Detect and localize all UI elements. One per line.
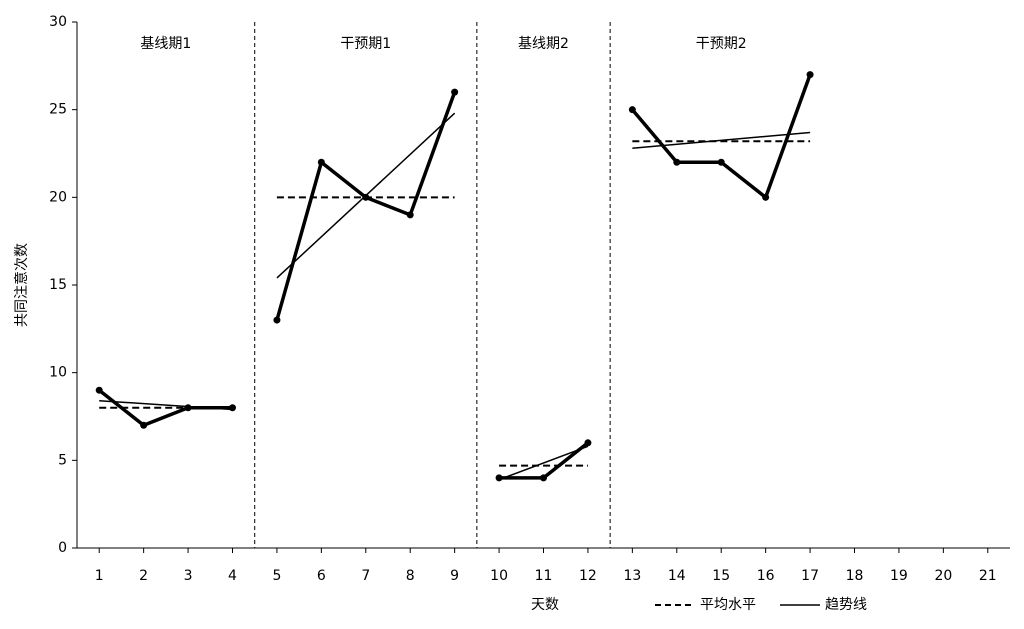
y-axis-label: 共同注意次数 bbox=[13, 243, 30, 327]
phase-label: 基线期1 bbox=[140, 35, 191, 52]
x-tick-label: 13 bbox=[623, 568, 641, 584]
data-point bbox=[140, 421, 148, 429]
data-line bbox=[98, 388, 233, 428]
data-point bbox=[362, 193, 370, 201]
x-axis-label: 天数 bbox=[531, 597, 559, 613]
data-point bbox=[406, 211, 414, 219]
x-tick-label: 12 bbox=[579, 568, 597, 584]
y-tick-label: 0 bbox=[58, 540, 67, 556]
x-tick-label: 14 bbox=[668, 568, 686, 584]
x-tick-label: 18 bbox=[846, 568, 864, 584]
y-tick-label: 10 bbox=[49, 365, 67, 381]
x-tick-label: 8 bbox=[406, 568, 415, 584]
x-tick-label: 15 bbox=[712, 568, 730, 584]
data-line bbox=[275, 91, 457, 321]
x-tick-label: 21 bbox=[979, 568, 997, 584]
phase-label: 基线期2 bbox=[518, 35, 569, 52]
data-point bbox=[673, 158, 681, 166]
x-tick-label: 7 bbox=[361, 568, 370, 584]
x-tick-label: 17 bbox=[801, 568, 819, 584]
data-point bbox=[451, 88, 459, 96]
y-tick-label: 25 bbox=[49, 102, 67, 118]
x-tick-label: 5 bbox=[272, 568, 281, 584]
data-point bbox=[584, 439, 592, 447]
x-tick-label: 6 bbox=[317, 568, 326, 584]
y-tick-label: 20 bbox=[49, 189, 67, 205]
x-tick-label: 1 bbox=[95, 568, 104, 584]
data-point bbox=[184, 404, 192, 412]
phase-label: 干预期1 bbox=[340, 36, 391, 52]
y-tick-label: 5 bbox=[58, 452, 67, 468]
x-tick-label: 4 bbox=[228, 568, 237, 584]
data-point bbox=[762, 193, 770, 201]
data-point bbox=[273, 316, 281, 324]
x-tick-label: 10 bbox=[490, 568, 508, 584]
legend-trend-label: 趋势线 bbox=[825, 597, 867, 613]
data-line bbox=[631, 74, 812, 201]
data-point bbox=[95, 386, 103, 394]
data-point bbox=[495, 474, 503, 482]
x-tick-label: 3 bbox=[184, 568, 193, 584]
x-tick-label: 20 bbox=[934, 568, 952, 584]
trend-line bbox=[498, 445, 589, 481]
x-tick-label: 11 bbox=[535, 568, 553, 584]
data-point bbox=[317, 158, 325, 166]
y-tick-label: 30 bbox=[49, 14, 67, 30]
y-tick-label: 15 bbox=[49, 277, 67, 293]
x-tick-label: 19 bbox=[890, 568, 908, 584]
data-point bbox=[717, 158, 725, 166]
x-tick-label: 2 bbox=[139, 568, 148, 584]
phase-label: 干预期2 bbox=[696, 36, 747, 52]
data-point bbox=[540, 474, 547, 482]
x-tick-label: 9 bbox=[450, 568, 459, 584]
x-tick-label: 16 bbox=[757, 568, 775, 584]
data-point bbox=[229, 404, 236, 412]
data-point bbox=[628, 106, 636, 114]
legend-mean-label: 平均水平 bbox=[700, 597, 756, 613]
data-point bbox=[806, 71, 814, 79]
data-line bbox=[499, 441, 590, 480]
